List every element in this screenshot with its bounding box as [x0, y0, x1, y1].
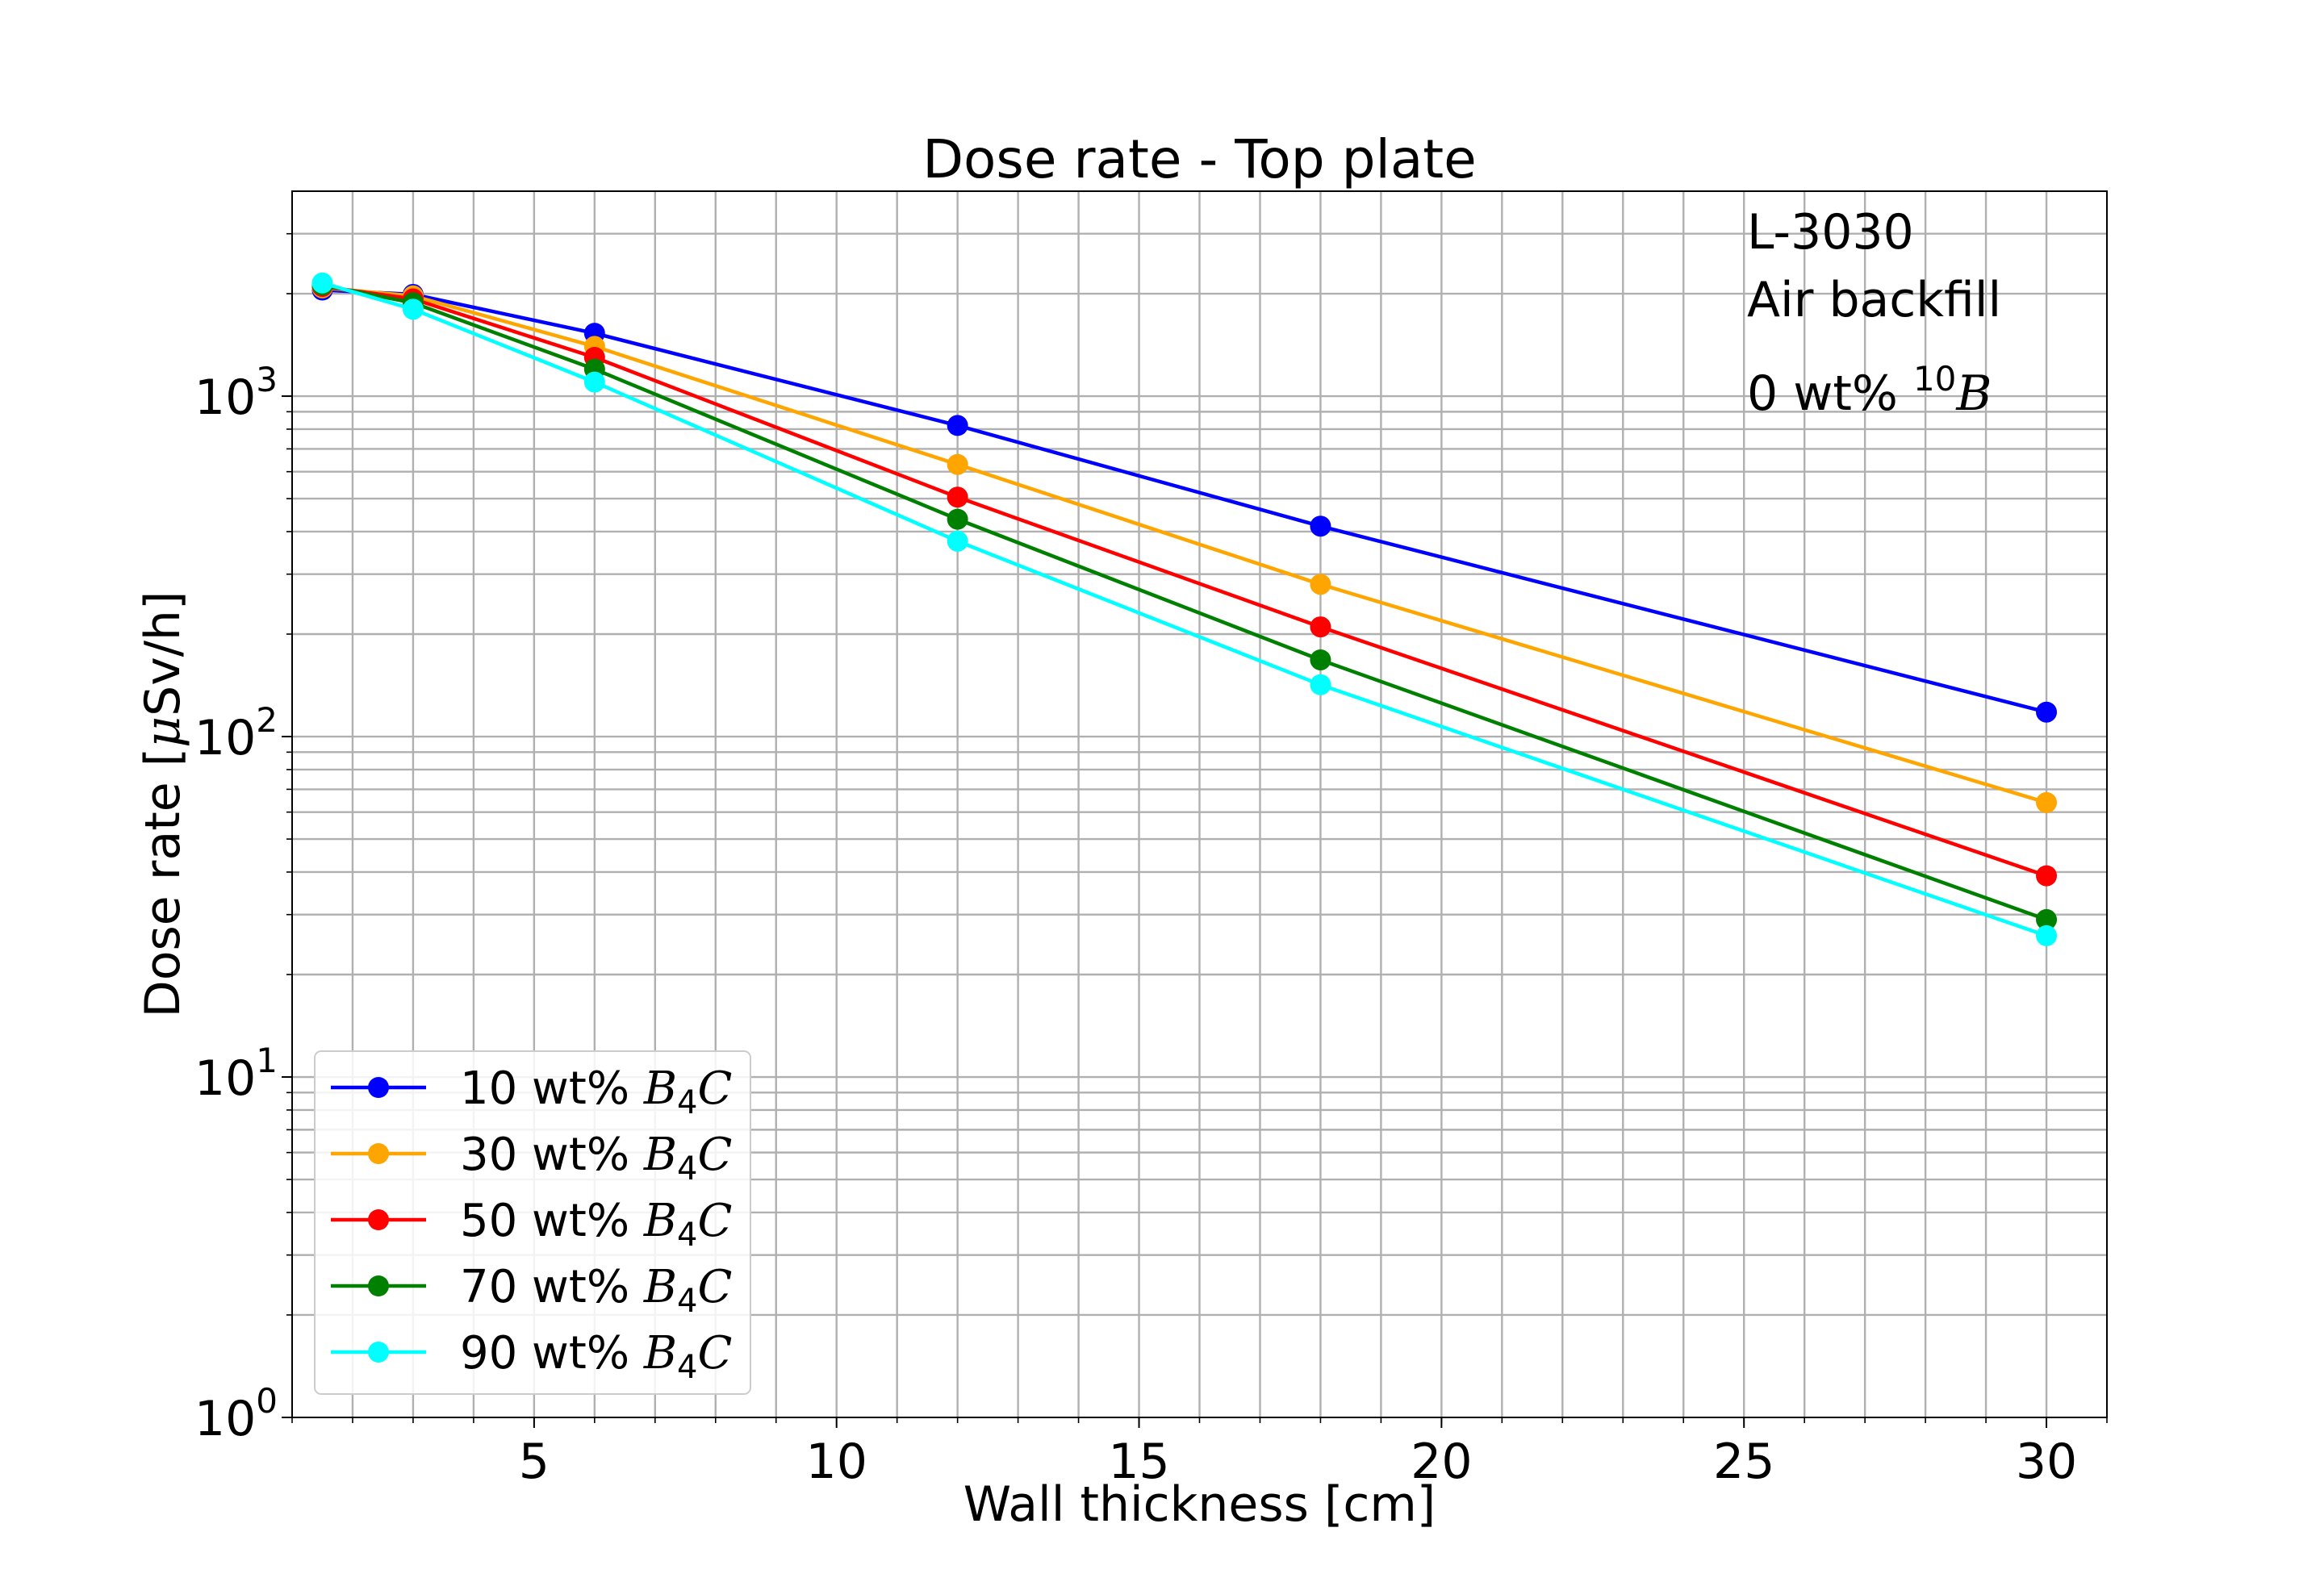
data-point	[947, 453, 968, 475]
series-line	[322, 283, 2047, 922]
legend-label-b: B	[643, 1062, 677, 1115]
y-tick-label: 103	[194, 360, 278, 426]
legend-label-b: B	[643, 1261, 677, 1313]
legend-label-sub: 4	[677, 1217, 697, 1254]
annotation-block: L-3030 Air backfill 0 wt% 10B	[1747, 204, 2001, 422]
data-point	[947, 486, 968, 508]
data-point	[2036, 925, 2058, 946]
data-point	[1310, 516, 1331, 537]
legend-label-sub: 4	[677, 1283, 697, 1320]
data-point	[1310, 616, 1331, 638]
y-tick-label: 100	[194, 1381, 278, 1447]
y-tick-label: 102	[194, 700, 278, 766]
legend-label-c: C	[697, 1261, 732, 1313]
legend-label-sub: 4	[677, 1150, 697, 1188]
data-point	[2036, 791, 2058, 813]
legend-label-b: B	[643, 1195, 677, 1247]
series-line	[321, 281, 2047, 938]
data-point	[311, 272, 333, 294]
data-point	[947, 415, 968, 436]
series-line	[322, 286, 2047, 804]
y-axis-label-suffix: Sv/h]	[135, 591, 191, 716]
annotation-backfill: Air backfill	[1747, 272, 2001, 328]
legend-marker	[368, 1077, 389, 1098]
legend-label-value: 30 wt%	[460, 1129, 644, 1181]
legend-label-value: 90 wt%	[460, 1327, 644, 1380]
legend-label-c: C	[697, 1062, 732, 1115]
y-tick-label-exponent: 2	[256, 700, 278, 740]
series-line	[322, 284, 2047, 878]
x-tick-label: 20	[1411, 1434, 1472, 1490]
legend-label-b: B	[643, 1129, 677, 1181]
legend-marker	[368, 1143, 389, 1164]
annotation-boron: 0 wt% 10B	[1747, 359, 1992, 422]
y-axis-label: Dose rate [μSv/h]	[135, 591, 191, 1018]
legend-label-b: B	[643, 1327, 677, 1380]
legend-label-c: C	[697, 1327, 732, 1380]
x-tick-label: 15	[1108, 1434, 1169, 1490]
data-point	[947, 508, 968, 530]
data-point	[947, 530, 968, 552]
y-tick-label-exponent: 0	[256, 1381, 278, 1421]
y-tick-label-base: 10	[194, 369, 256, 426]
legend-label-value: 50 wt%	[460, 1195, 644, 1247]
legend-label-sub: 4	[677, 1084, 697, 1121]
legend-marker	[368, 1275, 389, 1296]
y-tick-label: 101	[194, 1041, 278, 1107]
y-tick-label-exponent: 3	[256, 360, 278, 399]
x-axis-label: Wall thickness [cm]	[963, 1476, 1436, 1533]
y-tick-label-base: 10	[194, 1050, 256, 1107]
data-point	[1310, 649, 1331, 670]
data-point	[2036, 908, 2058, 930]
legend-label-sub: 4	[677, 1349, 697, 1386]
y-axis-label-prefix: Dose rate [	[135, 748, 191, 1018]
legend-label: 90 wt% B4C	[460, 1327, 732, 1386]
legend-box	[314, 1050, 751, 1395]
data-point	[1310, 674, 1331, 695]
x-tick-label: 5	[519, 1434, 550, 1490]
legend-marker	[368, 1342, 389, 1363]
x-tick-label: 25	[1713, 1434, 1774, 1490]
legend-label: 70 wt% B4C	[460, 1261, 732, 1320]
chart-title: Dose rate - Top plate	[922, 128, 1477, 190]
legend-label-value: 10 wt%	[460, 1062, 644, 1115]
series-lines	[311, 272, 2058, 946]
legend-marker	[368, 1209, 389, 1230]
annotation-boron-text: 0 wt%	[1747, 365, 1913, 422]
annotation-model: L-3030	[1747, 204, 1914, 261]
data-point	[1310, 574, 1331, 595]
annotation-boron-sup: 10	[1913, 359, 1956, 399]
x-tick-label: 30	[2016, 1434, 2077, 1490]
annotation-boron-symbol: B	[1955, 365, 1992, 422]
y-tick-label-base: 10	[194, 1391, 256, 1447]
data-point	[2036, 865, 2058, 887]
y-tick-label-base: 10	[194, 710, 256, 766]
data-point	[583, 371, 605, 393]
data-point	[2036, 701, 2058, 723]
legend-label-value: 70 wt%	[460, 1261, 644, 1313]
y-axis-label-mu: μ	[135, 716, 191, 748]
legend-label: 30 wt% B4C	[460, 1129, 732, 1188]
data-point	[402, 298, 424, 320]
legend-label-c: C	[697, 1129, 732, 1181]
x-tick-label: 10	[806, 1434, 867, 1490]
y-tick-label-exponent: 1	[256, 1041, 278, 1080]
legend-label-c: C	[697, 1195, 732, 1247]
legend-label: 50 wt% B4C	[460, 1195, 732, 1254]
legend-label: 10 wt% B4C	[460, 1062, 732, 1121]
